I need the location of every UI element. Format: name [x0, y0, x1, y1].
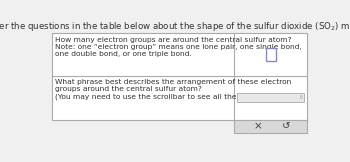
- Text: (choose one): (choose one): [240, 94, 283, 101]
- Bar: [237, 93, 304, 102]
- Text: ↺: ↺: [282, 122, 291, 132]
- Text: ×: ×: [253, 122, 262, 132]
- Text: Note: one “electron group” means one lone pair, one single bond,
one double bond: Note: one “electron group” means one lon…: [55, 44, 302, 57]
- Text: How many electron groups are around the central sulfur atom?: How many electron groups are around the …: [55, 37, 292, 43]
- Text: What phrase best describes the arrangement of these electron
groups around the c: What phrase best describes the arrangeme…: [55, 79, 292, 100]
- Text: ◦: ◦: [299, 93, 303, 102]
- Bar: [51, 33, 307, 120]
- Bar: [234, 120, 307, 133]
- Text: Answer the questions in the table below about the shape of the sulfur dioxide $\: Answer the questions in the table below …: [0, 20, 350, 33]
- Bar: [266, 48, 276, 61]
